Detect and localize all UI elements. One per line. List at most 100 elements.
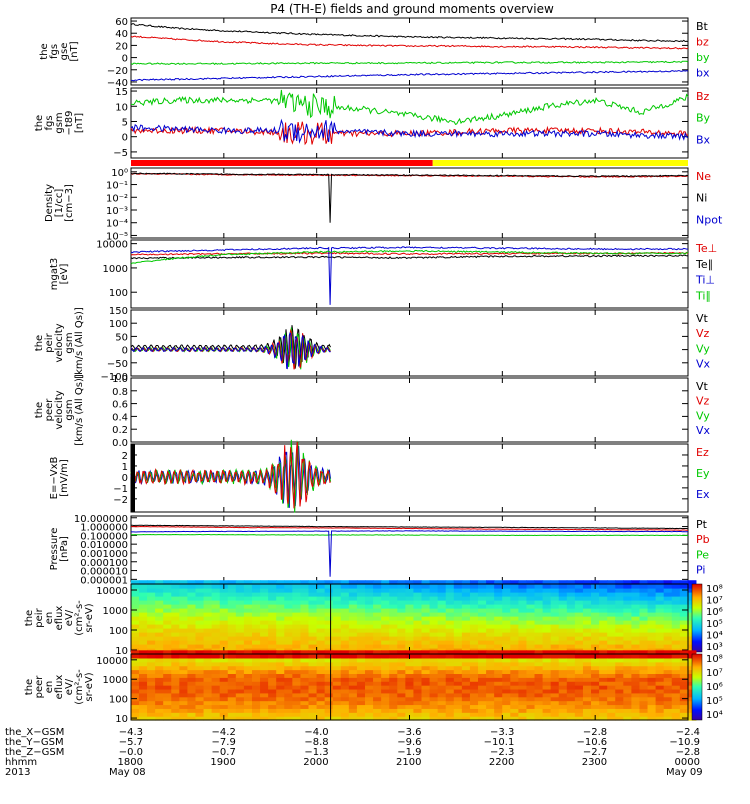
spectrogram-cell [639, 588, 649, 593]
panel-ylabel-line: the [34, 335, 45, 351]
spectrogram-cell [413, 644, 422, 649]
spectrogram-cell [292, 673, 301, 678]
spectrogram-cell [260, 624, 269, 629]
spectrogram-cell [365, 592, 374, 597]
spectrogram-cell [219, 665, 229, 671]
spectrogram-cell [316, 600, 326, 605]
spectrogram-cell [647, 677, 657, 682]
spectrogram-cell [413, 693, 422, 698]
spectrogram-cell [623, 640, 632, 645]
spectrogram-cell [429, 608, 439, 613]
spectrogram-cell [534, 708, 544, 713]
spectrogram-cell [211, 658, 221, 663]
spectrogram-cell [373, 640, 382, 645]
spectrogram-cell [332, 716, 342, 721]
spectrogram-cell [300, 600, 309, 605]
colorbar [691, 653, 703, 721]
spectrogram-cell [421, 673, 431, 678]
spectrogram-cell [163, 700, 172, 706]
footer-value: −8.8 [304, 737, 328, 748]
spectrogram-cell [332, 665, 342, 671]
spectrogram-cell [219, 604, 229, 609]
spectrogram-cell [276, 693, 285, 698]
spectrogram-cell [292, 600, 301, 605]
spectrogram-cell [179, 704, 188, 709]
spectrogram-cell [227, 592, 237, 597]
spectrogram-cell [494, 658, 503, 663]
y-tick-label: 100 [109, 626, 128, 637]
spectrogram-cell [300, 665, 309, 671]
spectrogram-cell [211, 677, 221, 682]
y-tick-label: 10000 [96, 586, 128, 597]
spectrogram-cell [429, 685, 439, 690]
spectrogram-cell [276, 712, 285, 717]
spectrogram-cell [591, 616, 600, 621]
spectrogram-cell [348, 596, 358, 601]
panel-ylabel-line: [eV] [59, 264, 70, 285]
spectrogram-cell [502, 596, 511, 601]
spectrogram-cell [211, 685, 221, 690]
spectrogram-cell [340, 677, 350, 682]
spectrogram-cell [494, 669, 503, 675]
spectrogram-cell [130, 708, 140, 713]
spectrogram-cell [445, 640, 455, 645]
spectrogram-cell [542, 696, 552, 702]
spectrogram-cell [284, 716, 293, 721]
spectrogram-cell [526, 636, 536, 641]
spectrogram-cell [211, 612, 221, 617]
spectrogram-cell [243, 636, 253, 641]
spectrogram-cell [591, 704, 600, 709]
spectrogram-cell [679, 669, 689, 675]
spectrogram-cell [130, 712, 140, 717]
spectrogram-cell [163, 689, 172, 694]
spectrogram-cell [663, 712, 673, 717]
spectrogram-cell [268, 628, 277, 633]
spectrogram-cell [356, 685, 366, 690]
spectrogram-cell [340, 608, 350, 613]
spectrogram-cell [502, 693, 511, 698]
spectrogram-cell [631, 644, 640, 649]
spectrogram-cell [615, 620, 624, 625]
legend-entry: Ex [696, 488, 710, 501]
spectrogram-cell [437, 620, 447, 625]
y-tick-label: 10⁻⁴ [106, 219, 128, 230]
spectrogram-cell [405, 693, 414, 698]
spectrogram-cell [163, 592, 172, 597]
spectrogram-cell [486, 584, 495, 589]
spectrogram-cell [171, 632, 180, 637]
spectrogram-cell [332, 704, 342, 709]
spectrogram-cell [534, 681, 544, 686]
spectrogram-cell [405, 644, 414, 649]
spectrogram-cell [647, 620, 657, 625]
spectrogram-cell [623, 636, 632, 641]
panel-ylabel-line: en [44, 681, 55, 694]
spectrogram-cell [655, 658, 665, 663]
spectrogram-cell [324, 580, 334, 585]
spectrogram-cell [558, 632, 568, 637]
spectrogram-cell [332, 685, 342, 690]
spectrogram-cell [243, 604, 253, 609]
spectrogram-cell [340, 669, 350, 675]
spectrogram-cell [542, 693, 552, 698]
spectrogram-cell [558, 636, 568, 641]
spectrogram-cell [155, 636, 164, 641]
spectrogram-cell [623, 604, 632, 609]
spectrogram-cell [163, 584, 172, 589]
spectrogram-cell [235, 592, 245, 597]
spectrogram-cell [340, 620, 350, 625]
spectrogram-cell [631, 616, 640, 621]
spectrogram-cell [292, 685, 301, 690]
spectrogram-cell [639, 616, 649, 621]
spectrogram-cell [284, 689, 293, 694]
spectrogram-cell [187, 654, 196, 659]
spectrogram-cell [235, 608, 245, 613]
spectrogram-cell [155, 644, 164, 649]
spectrogram-cell [227, 612, 237, 617]
spectrogram-cell [623, 689, 632, 694]
spectrogram-cell [615, 644, 624, 649]
spectrogram-cell [469, 584, 479, 589]
spectrogram-cell [679, 612, 689, 617]
spectrogram-cell [179, 604, 188, 609]
spectrogram-cell [163, 704, 172, 709]
